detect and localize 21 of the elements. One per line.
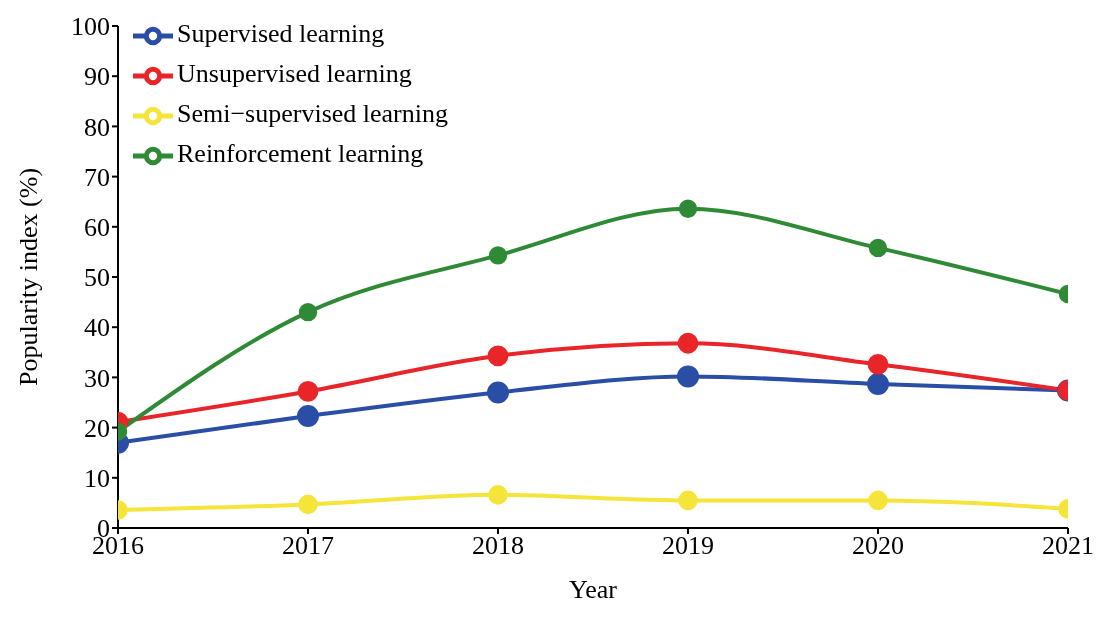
y-tick-label: 100 (71, 12, 110, 42)
y-tick-label: 20 (84, 413, 110, 443)
y-tick-label: 30 (84, 363, 110, 393)
x-tick-label: 2017 (282, 531, 334, 561)
legend-label: Semi−supervised learning (177, 99, 448, 129)
x-tick-label: 2019 (662, 531, 714, 561)
y-tick-label: 40 (84, 313, 110, 343)
legend-label: Unsupervised learning (177, 59, 412, 89)
y-tick-label: 50 (84, 263, 110, 293)
x-tick-label: 2018 (472, 531, 524, 561)
y-tick-label: 70 (84, 162, 110, 192)
y-axis-title: Popularity index (%) (14, 167, 44, 387)
y-tick-label: 80 (84, 112, 110, 142)
y-tick-label: 90 (84, 62, 110, 92)
x-tick-label: 2020 (852, 531, 904, 561)
x-axis-title: Year (569, 575, 618, 604)
y-tick-label: 60 (84, 213, 110, 243)
y-tick-label: 10 (84, 464, 110, 494)
legend-label: Supervised learning (177, 19, 385, 48)
x-tick-label: 2021 (1042, 531, 1094, 561)
legend-label: Reinforcement learning (177, 139, 424, 169)
